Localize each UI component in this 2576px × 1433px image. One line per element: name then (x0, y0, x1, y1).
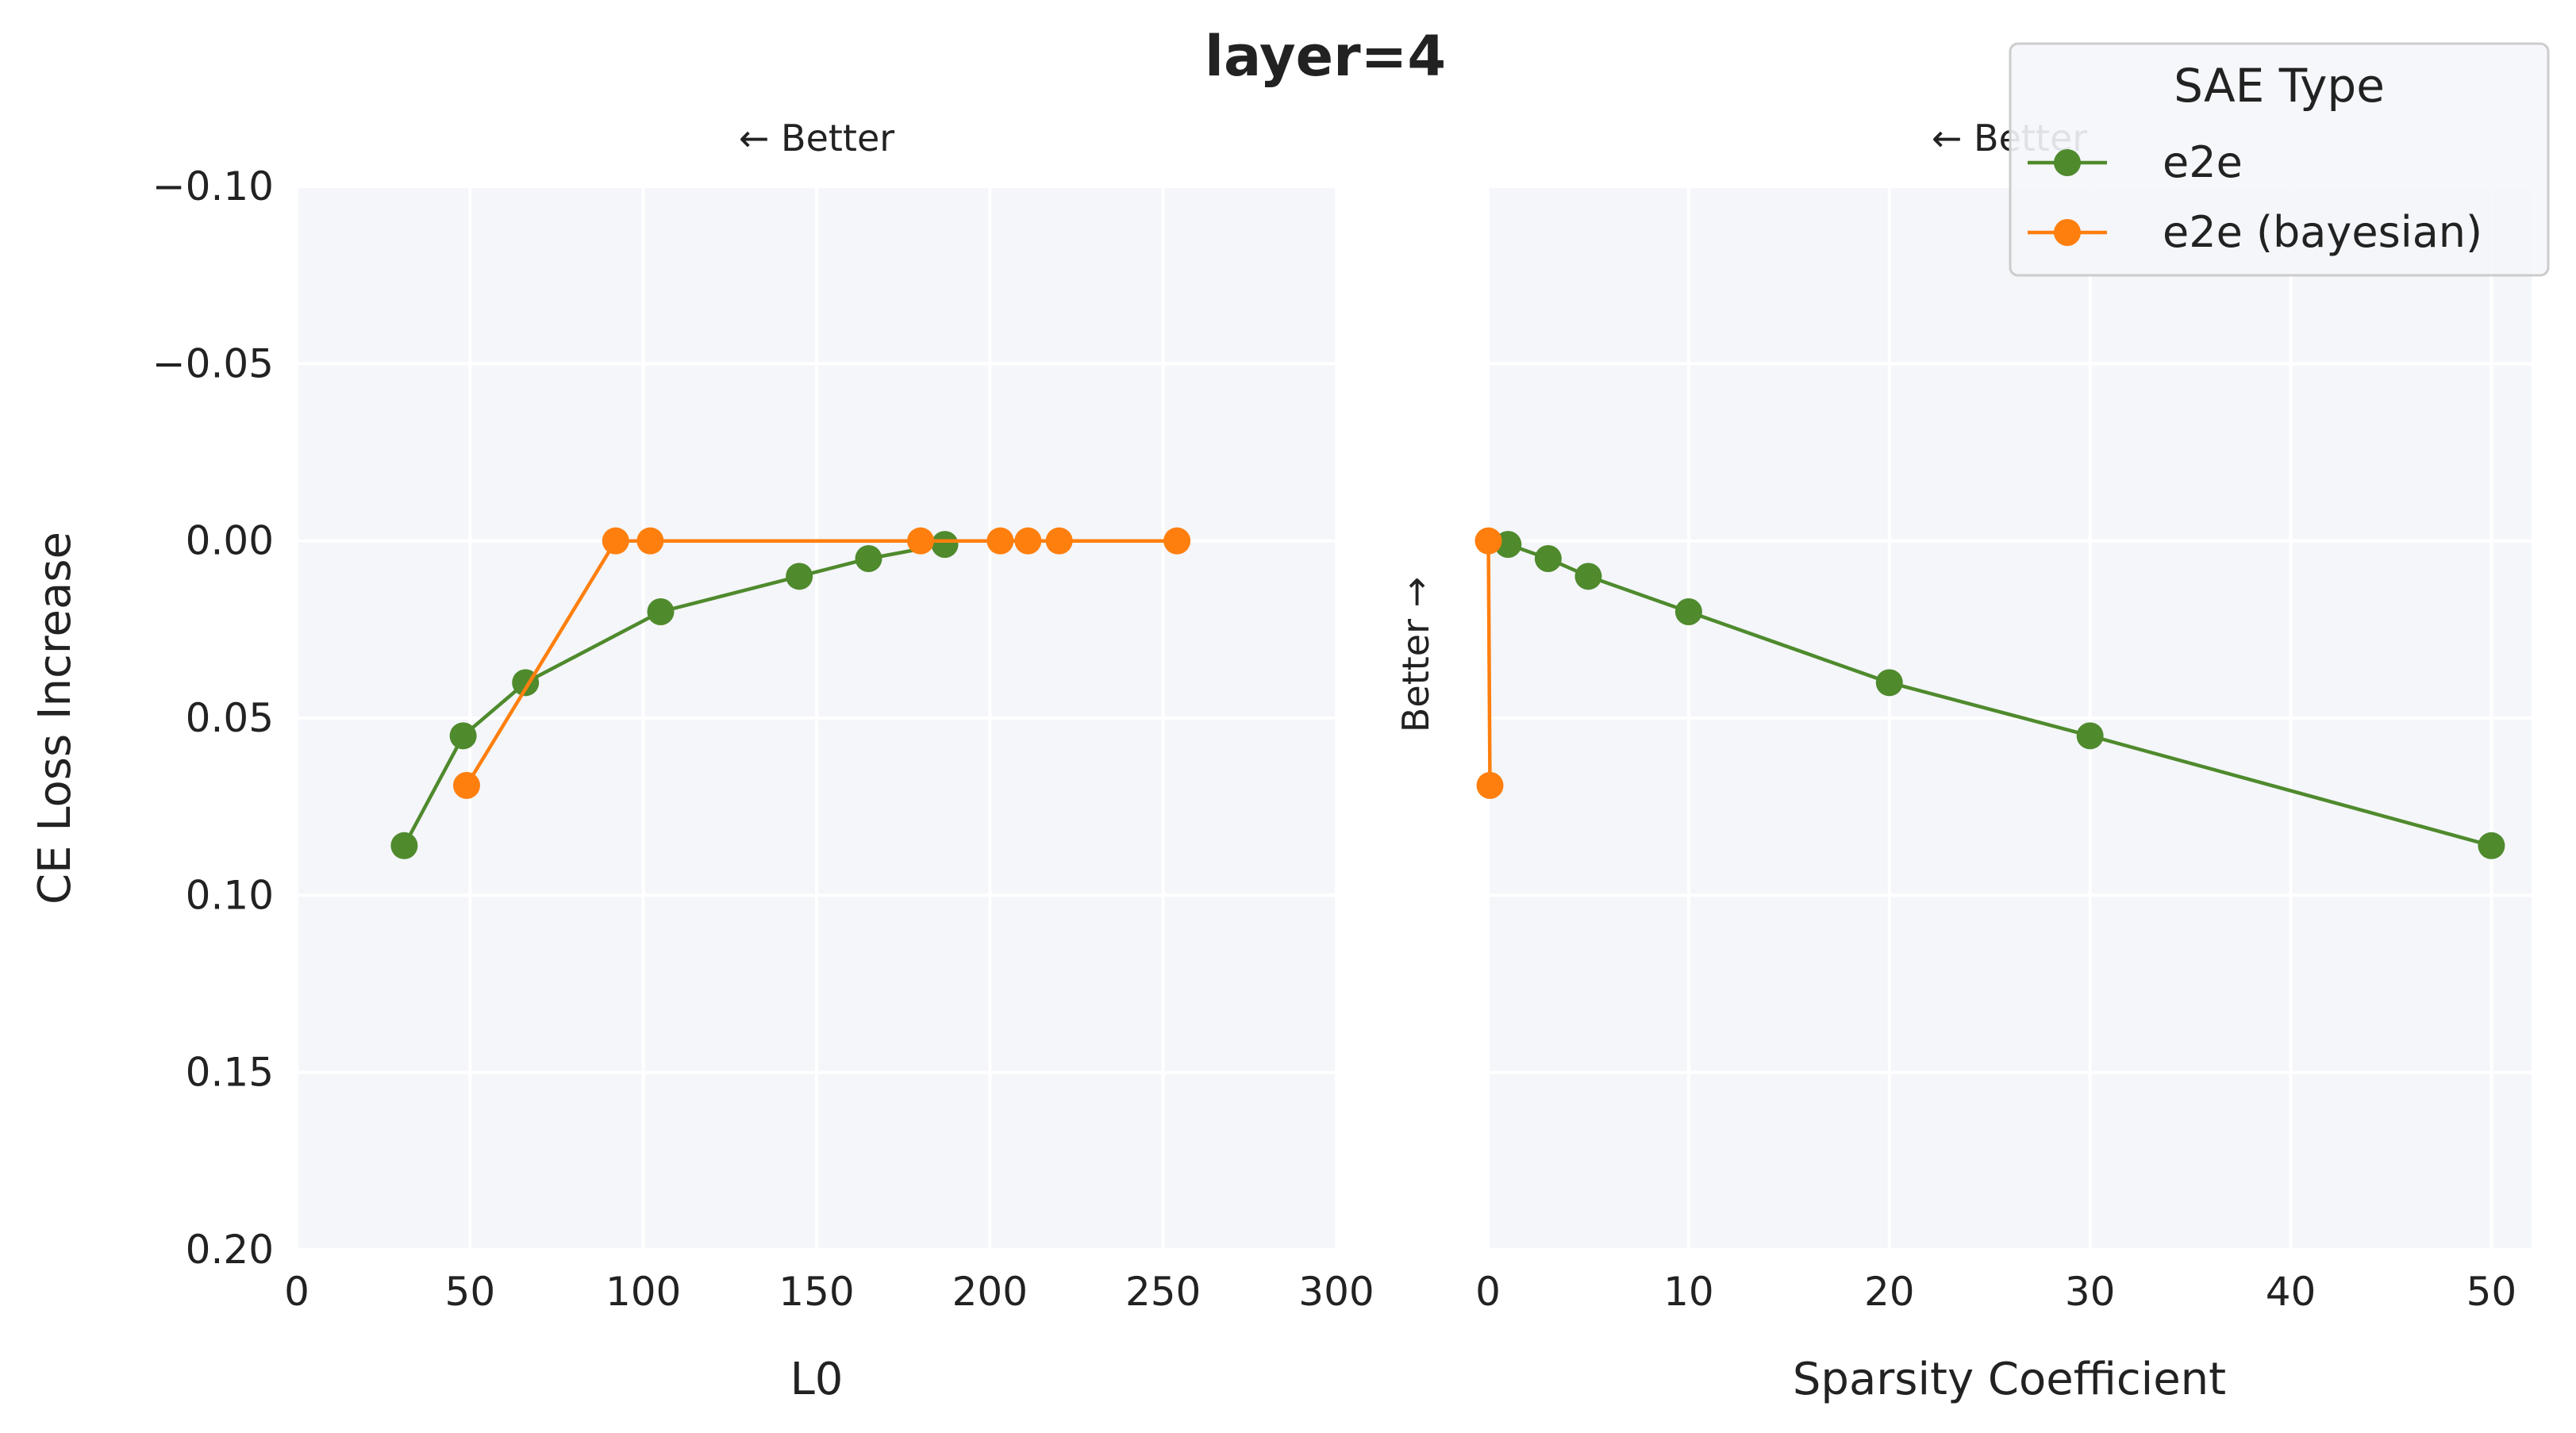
data-point-e2e-bayesian (1045, 527, 1073, 555)
ticks-sparsity: 0 10 20 30 40 50 (1475, 1269, 2516, 1315)
data-point-e2e (1674, 598, 1702, 625)
y-tick-label: 0.00 (186, 518, 274, 564)
data-point-e2e-bayesian (636, 527, 664, 555)
x-tick-label: 50 (445, 1269, 496, 1315)
y-tick-label: 0.20 (186, 1227, 274, 1273)
data-point-e2e (1875, 669, 1903, 697)
legend-title: SAE Type (2174, 59, 2385, 113)
data-point-e2e (1574, 563, 1602, 590)
legend: SAE Type e2e e2e (bayesian) (2009, 42, 2550, 277)
x-tick-label: 40 (2266, 1269, 2316, 1315)
data-point-e2e-bayesian (907, 527, 934, 555)
data-point-e2e-bayesian (452, 771, 480, 799)
x-tick-label: 10 (1663, 1269, 1714, 1315)
series-sparsity (1474, 527, 2505, 859)
y-tick-label: 0.05 (186, 695, 274, 741)
data-point-e2e-bayesian (1476, 771, 1504, 799)
better-note-l0: ← Better (739, 117, 894, 159)
legend-entries: e2e e2e (bayesian) (2028, 137, 2482, 257)
x-tick-label: 150 (779, 1269, 854, 1315)
legend-label-e2e: e2e (2163, 137, 2243, 187)
x-tick-label: 200 (952, 1269, 1028, 1315)
y-tick-label: 0.10 (186, 872, 274, 918)
data-point-e2e (390, 832, 418, 859)
x-axis-label-sparsity: Sparsity Coefficient (1793, 1354, 2226, 1405)
better-note-sparsity-y: Better → (1394, 577, 1437, 732)
legend-box (2009, 42, 2550, 277)
x-tick-label: 250 (1125, 1269, 1201, 1315)
x-tick-label: 20 (1864, 1269, 1915, 1315)
x-tick-label: 30 (2065, 1269, 2116, 1315)
ticks-l0: 0 50 100 150 200 250 300 (284, 1269, 1375, 1315)
series-line-e2e-bayesian (1486, 540, 1492, 786)
data-point-e2e (2478, 832, 2505, 859)
y-tick-label: 0.15 (186, 1050, 274, 1096)
legend-marker-e2e-bayesian (2054, 219, 2081, 246)
panel-l0: 0 50 100 150 200 250 300 L0 ← Better (284, 117, 1375, 1405)
x-tick-label: 0 (1475, 1269, 1501, 1315)
data-point-e2e (786, 563, 813, 590)
panel-sparsity: 0 10 20 30 40 50 Sparsity Coefficient ← Bette… (1394, 117, 2532, 1405)
x-axis-label-l0: L0 (790, 1354, 844, 1405)
data-point-e2e (931, 531, 959, 559)
x-tick-label: 50 (2466, 1269, 2517, 1315)
x-tick-label: 100 (606, 1269, 681, 1315)
data-point-e2e-bayesian (1014, 527, 1042, 555)
x-tick-label: 0 (284, 1269, 310, 1315)
y-axis-label: CE Loss Increase (29, 532, 81, 905)
data-point-e2e (2076, 722, 2104, 750)
y-tick-label: −0.05 (152, 340, 274, 386)
data-point-e2e (1534, 545, 1562, 572)
data-point-e2e-bayesian (602, 527, 629, 555)
data-point-e2e (449, 722, 477, 750)
data-point-e2e-bayesian (986, 527, 1014, 555)
data-point-e2e (855, 545, 882, 572)
x-tick-label: 300 (1298, 1269, 1374, 1315)
data-point-e2e-bayesian (1474, 527, 1502, 555)
y-tick-label: −0.10 (152, 163, 274, 209)
chart-title: layer=4 (1205, 24, 1446, 89)
series-l0 (390, 527, 1191, 859)
y-ticks: −0.10 −0.05 0.00 0.05 0.10 0.15 0.20 (152, 163, 274, 1273)
data-point-e2e-bayesian (1163, 527, 1191, 555)
data-point-e2e (647, 598, 675, 625)
legend-label-e2e-bayesian: e2e (bayesian) (2163, 207, 2482, 257)
legend-marker-e2e (2054, 149, 2081, 176)
